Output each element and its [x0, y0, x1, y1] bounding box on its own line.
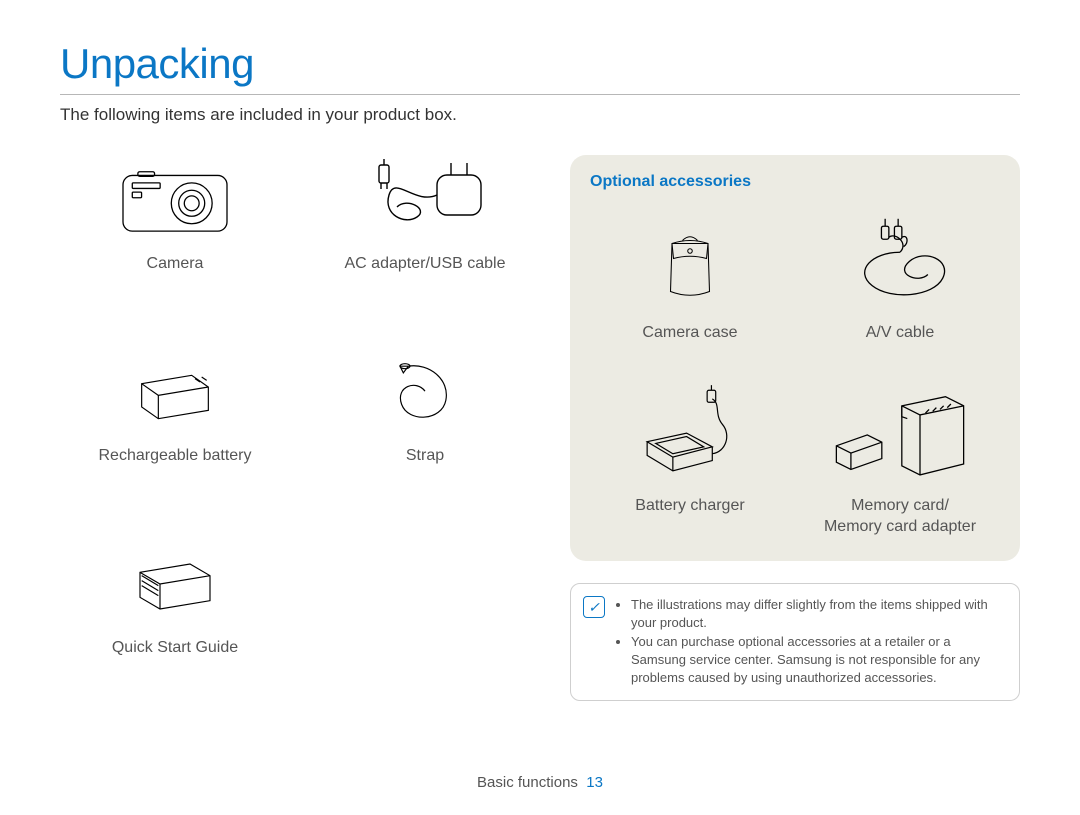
item-camera: Camera [105, 155, 245, 273]
item-battery: Rechargeable battery [99, 347, 252, 465]
opt-charger-label: Battery charger [635, 496, 744, 517]
item-battery-label: Rechargeable battery [99, 447, 252, 465]
opt-item-case: Camera case [615, 211, 765, 344]
opt-memory-label: Memory card/ Memory card adapter [824, 496, 976, 538]
content-area: Camera AC adapter/USB cable [60, 155, 1020, 701]
note-box: ✓ The illustrations may differ slightly … [570, 583, 1020, 701]
page: Unpacking The following items are includ… [0, 0, 1080, 815]
opt-item-avcable: A/V cable [825, 211, 975, 344]
avcable-illustration [825, 211, 975, 311]
adapter-illustration [355, 155, 495, 245]
battery-illustration [105, 347, 245, 437]
memory-illustration [825, 384, 975, 484]
item-camera-label: Camera [147, 255, 204, 273]
item-guide-label: Quick Start Guide [112, 639, 238, 657]
note-bullet-2: You can purchase optional accessories at… [631, 633, 1005, 686]
opt-avcable-label: A/V cable [866, 323, 934, 344]
note-icon-glyph: ✓ [588, 599, 600, 616]
opt-case-label: Camera case [642, 323, 737, 344]
charger-illustration [615, 384, 765, 484]
page-title: Unpacking [60, 40, 1020, 88]
intro-text: The following items are included in your… [60, 105, 1020, 125]
note-bullet-1: The illustrations may differ slightly fr… [631, 596, 1005, 631]
opt-item-charger: Battery charger [615, 384, 765, 538]
camera-illustration [105, 155, 245, 245]
footer-section: Basic functions [477, 774, 578, 791]
optional-grid: Camera case [590, 211, 1000, 537]
optional-accessories-box: Optional accessories Camera case [570, 155, 1020, 561]
case-illustration [615, 211, 765, 311]
right-column: Optional accessories Camera case [570, 155, 1020, 701]
optional-title: Optional accessories [590, 173, 1000, 191]
strap-illustration [355, 347, 495, 437]
item-strap: Strap [355, 347, 495, 465]
title-divider [60, 94, 1020, 95]
note-icon: ✓ [583, 596, 605, 618]
guide-illustration [105, 539, 245, 629]
item-guide: Quick Start Guide [105, 539, 245, 657]
opt-item-memory: Memory card/ Memory card adapter [824, 384, 976, 538]
item-strap-label: Strap [406, 447, 444, 465]
page-footer: Basic functions 13 [0, 774, 1080, 791]
included-items-grid: Camera AC adapter/USB cable [60, 155, 540, 701]
item-adapter: AC adapter/USB cable [345, 155, 506, 273]
item-adapter-label: AC adapter/USB cable [345, 255, 506, 273]
note-list: The illustrations may differ slightly fr… [615, 596, 1005, 688]
footer-page-number: 13 [586, 774, 603, 791]
